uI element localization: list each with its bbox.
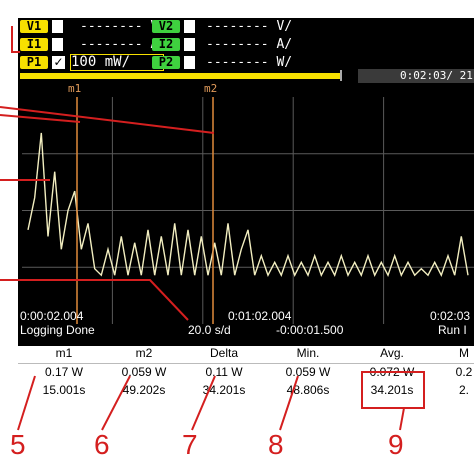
callout-6: 6	[94, 430, 110, 460]
callout-5: 5	[10, 430, 26, 460]
callout-9-line	[400, 408, 404, 430]
callout-8-line	[280, 376, 298, 430]
pointer-line-d	[0, 280, 188, 320]
callout-7-line	[192, 376, 215, 430]
callout-8: 8	[268, 430, 284, 460]
callout-5-line	[18, 376, 35, 430]
channel-bracket	[12, 26, 20, 52]
avg-highlight-box	[362, 372, 424, 408]
callout-6-line	[102, 376, 130, 430]
callout-9: 9	[388, 430, 404, 460]
pointer-line-b	[0, 107, 214, 133]
callout-7: 7	[182, 430, 198, 460]
